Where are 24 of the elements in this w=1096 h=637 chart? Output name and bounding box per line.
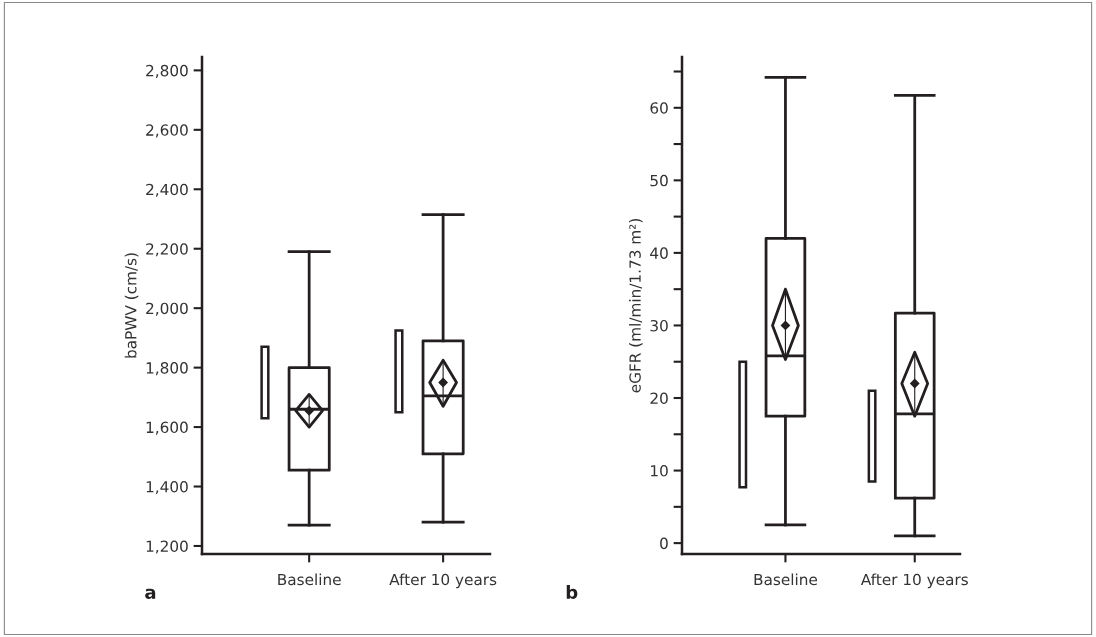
text: b (566, 585, 578, 599)
y-tick-label: 2,800 (146, 64, 188, 78)
text: a (145, 588, 156, 599)
y-tick-label: 2,000 (146, 302, 188, 316)
x-tick-label: Baseline (754, 573, 818, 586)
y-tick-label: 0 (660, 537, 668, 550)
y-axis-title: eGFR (ml/min/1.73 m²) (629, 219, 643, 393)
y-axis-title: baPWV (cm/s) (124, 253, 139, 358)
y-tick-label: 50 (650, 174, 668, 187)
y-tick-label: 40 (650, 247, 668, 259)
y-tick-label: 2,400 (146, 183, 188, 197)
x-tick-label: After 10 years (860, 573, 968, 589)
x-tick-label: Baseline (278, 573, 341, 586)
y-tick-label: 30 (650, 319, 668, 332)
y-tick-label: 20 (650, 392, 668, 405)
y-tick-label: 1,200 (146, 540, 188, 554)
y-tick-label: 1,800 (146, 362, 188, 376)
y-tick-label: 2,600 (146, 124, 188, 138)
x-tick-label: After 10 years (389, 573, 497, 589)
y-tick-label: 1,400 (146, 480, 188, 495)
y-tick-label: 10 (651, 465, 668, 477)
y-tick-label: 1,600 (146, 421, 188, 435)
y-tick-label: 2,200 (146, 243, 188, 257)
y-tick-label: 60 (650, 102, 668, 114)
